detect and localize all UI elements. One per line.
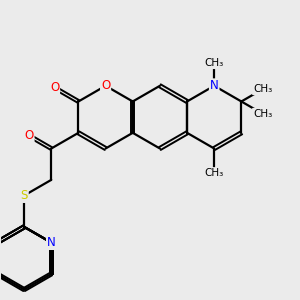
Text: CH₃: CH₃ bbox=[253, 84, 272, 94]
Text: O: O bbox=[50, 81, 59, 94]
Text: O: O bbox=[101, 79, 110, 92]
Text: CH₃: CH₃ bbox=[253, 109, 272, 119]
Text: N: N bbox=[47, 236, 56, 249]
Text: O: O bbox=[24, 129, 34, 142]
Text: CH₃: CH₃ bbox=[205, 58, 224, 68]
Text: CH₃: CH₃ bbox=[205, 168, 224, 178]
Text: S: S bbox=[20, 189, 28, 202]
Text: N: N bbox=[210, 79, 219, 92]
